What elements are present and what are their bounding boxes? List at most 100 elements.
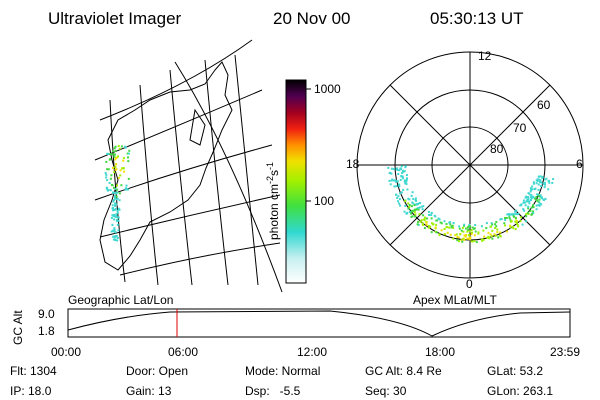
time: 05:30:13 UT xyxy=(430,9,524,28)
aurora-pixel xyxy=(460,239,463,242)
aurora-pixel xyxy=(489,225,492,228)
aurora-pixel xyxy=(477,231,480,234)
aurora-pixel xyxy=(468,234,470,237)
aurora-pixel xyxy=(389,183,392,186)
aurora-pixel xyxy=(525,196,528,199)
aurora-pixel xyxy=(114,215,117,218)
aurora-pixel xyxy=(127,177,130,180)
aurora-pixel xyxy=(445,223,448,225)
aurora-pixel xyxy=(473,240,476,243)
aurora-pixel xyxy=(504,224,506,227)
aurora-pixel xyxy=(452,222,455,224)
aurora-pixel xyxy=(111,184,114,187)
aurora-pixel xyxy=(392,179,395,182)
altitude-curve xyxy=(67,310,571,337)
aurora-pixel xyxy=(532,196,535,199)
mlt-label: 12 xyxy=(478,49,492,63)
aurora-pixel xyxy=(392,168,395,171)
aurora-pixel xyxy=(438,218,441,221)
aurora-pixel xyxy=(403,180,406,183)
aurora-pixel xyxy=(114,203,117,205)
aurora-pixel xyxy=(112,229,115,232)
aurora-pixel xyxy=(461,226,464,229)
aurora-pixel xyxy=(522,201,525,204)
aurora-pixel xyxy=(543,199,545,201)
aurora-pixel xyxy=(508,214,511,217)
aurora-pixel xyxy=(425,223,428,226)
caption: Geographic Lat/Lon xyxy=(68,293,173,307)
aurora-pixel xyxy=(119,174,122,177)
aurora-pixel xyxy=(532,212,535,215)
aurora-pixel xyxy=(530,197,533,200)
aurora-pixel xyxy=(490,235,493,238)
aurora-pixel xyxy=(118,208,121,211)
aurora-pixel xyxy=(414,215,417,218)
aurora-pixel xyxy=(113,191,116,194)
aurora-pixel xyxy=(487,231,490,234)
aurora-pixel xyxy=(544,197,547,200)
aurora-pixel xyxy=(397,195,400,198)
aurora-pixel xyxy=(455,233,458,236)
aurora-pixel xyxy=(397,173,400,175)
aurora-pixel xyxy=(427,225,430,227)
aurora-pixel xyxy=(548,180,550,183)
aurora-pixel xyxy=(504,219,507,221)
aurora-pixel xyxy=(531,185,534,188)
aurora-pixel xyxy=(508,217,511,220)
aurora-pixel xyxy=(114,204,116,207)
aurora-pixel xyxy=(515,220,518,222)
aurora-pixel xyxy=(108,158,111,161)
info-field: Door: Open xyxy=(126,364,188,378)
aurora-pixel xyxy=(111,214,114,217)
aurora-pixel xyxy=(514,216,517,219)
y-tick-label: 1.8 xyxy=(38,324,55,338)
aurora-pixel xyxy=(434,215,437,218)
info-field: GLon: 263.1 xyxy=(487,384,553,398)
aurora-pixel xyxy=(475,241,478,244)
aurora-pixel xyxy=(485,227,488,229)
aurora-pixel xyxy=(514,213,517,216)
aurora-pixel xyxy=(422,205,425,208)
aurora-pixel xyxy=(414,199,417,201)
aurora-pixel xyxy=(491,229,494,232)
aurora-pixel xyxy=(509,224,512,227)
aurora-pixel xyxy=(541,197,543,200)
aurora-pixel xyxy=(463,224,465,227)
aurora-pixel xyxy=(404,200,407,203)
aurora-pixel xyxy=(406,188,409,191)
aurora-pixel xyxy=(106,168,109,171)
aurora-pixel xyxy=(443,220,446,223)
aurora-pixel xyxy=(115,198,118,201)
aurora-pixel xyxy=(529,190,532,193)
aurora-pixel xyxy=(458,240,460,243)
aurora-pixel xyxy=(499,235,502,238)
info-field: Dsp: -5.5 xyxy=(245,384,301,398)
aurora-pixel xyxy=(487,235,490,238)
aurora-pixel xyxy=(509,219,512,222)
aurora-pixel xyxy=(114,195,116,198)
aurora-pixel xyxy=(122,159,125,162)
aurora-pixel xyxy=(120,184,123,187)
aurora-pixel xyxy=(471,231,473,234)
aurora-pixel xyxy=(454,234,457,237)
aurora-pixel xyxy=(112,238,115,241)
x-tick-label: 06:00 xyxy=(168,345,198,359)
aurora-pixel xyxy=(542,182,545,185)
aurora-pixel xyxy=(115,203,118,206)
aurora-pixel xyxy=(411,215,414,218)
aurora-pixel xyxy=(407,197,410,200)
aurora-pixel xyxy=(113,155,116,158)
aurora-geographic xyxy=(104,145,131,242)
colorbar-tick-label: 100 xyxy=(314,194,334,208)
aurora-pixel xyxy=(504,217,507,219)
aurora-pixel xyxy=(125,187,128,190)
aurora-pixel xyxy=(468,236,471,239)
aurora-pixel xyxy=(522,199,525,202)
aurora-pixel xyxy=(107,189,110,191)
info-field: GLat: 53.2 xyxy=(487,364,543,378)
aurora-pixel xyxy=(465,233,468,236)
aurora-pixel xyxy=(538,178,540,181)
aurora-pixel xyxy=(430,212,433,215)
aurora-pixel xyxy=(471,240,474,243)
